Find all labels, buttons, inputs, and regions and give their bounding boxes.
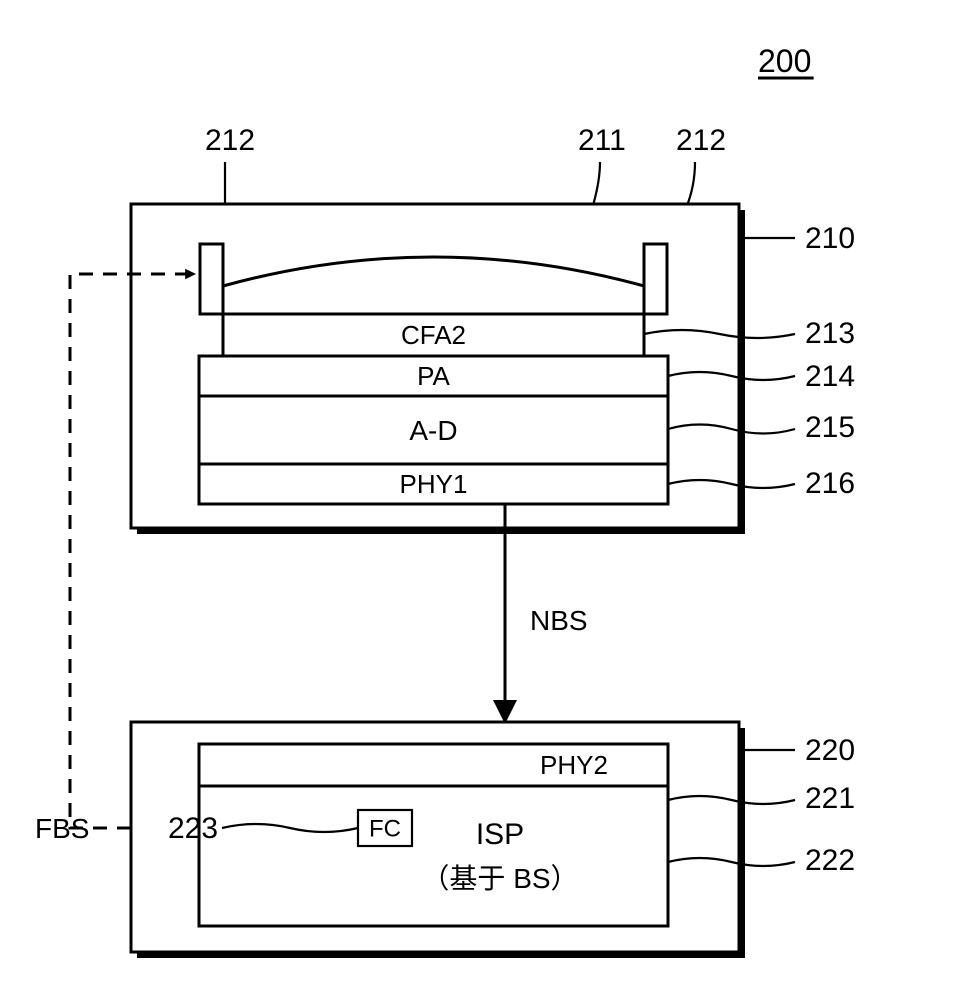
ref-label: 223 — [168, 812, 218, 845]
ref-label: 220 — [805, 734, 855, 767]
isp-label-bottom: （基于 BS） — [421, 863, 578, 894]
lens-support-right — [644, 244, 667, 314]
figure-number-text: 200 — [758, 43, 811, 79]
callout-label: 211 — [578, 124, 626, 157]
ref-220: 220 — [739, 734, 855, 767]
isp-label-top: ISP — [476, 818, 524, 851]
lens-support-left — [200, 244, 223, 314]
ref-210: 210 — [739, 222, 855, 255]
ref-label: 221 — [805, 782, 855, 815]
layer-label: PHY1 — [400, 469, 468, 499]
fc-label: FC — [369, 815, 401, 842]
ref-label: 214 — [805, 360, 855, 393]
ref-label: 215 — [805, 411, 855, 444]
nbs-label: NBS — [530, 605, 588, 636]
fbs-label: FBS — [35, 813, 89, 844]
ref-label: 216 — [805, 467, 855, 500]
ref-label: 213 — [805, 317, 855, 350]
layer-isp — [199, 786, 668, 926]
ref-label: 222 — [805, 844, 855, 877]
layer-label: PHY2 — [540, 750, 608, 780]
callout-label: 212 — [676, 124, 726, 157]
module-220: PHY2 ISP （基于 BS） FC 223 220 221 222 — [131, 722, 855, 958]
module-210: CFA2 PA A-D PHY1 210 213 214 215 216 — [131, 204, 855, 534]
diagram-canvas: 200 212 211 212 CFA2 PA A-D PHY1 210 213 214 215 216… — [0, 0, 957, 1000]
layer-label: CFA2 — [401, 320, 466, 350]
figure-number: 200 — [758, 43, 814, 79]
nbs-link: NBS — [505, 504, 588, 720]
ref-label: 210 — [805, 222, 855, 255]
callout-label: 212 — [205, 124, 255, 157]
layer-label: PA — [417, 361, 450, 391]
layer-label: A-D — [409, 415, 457, 446]
